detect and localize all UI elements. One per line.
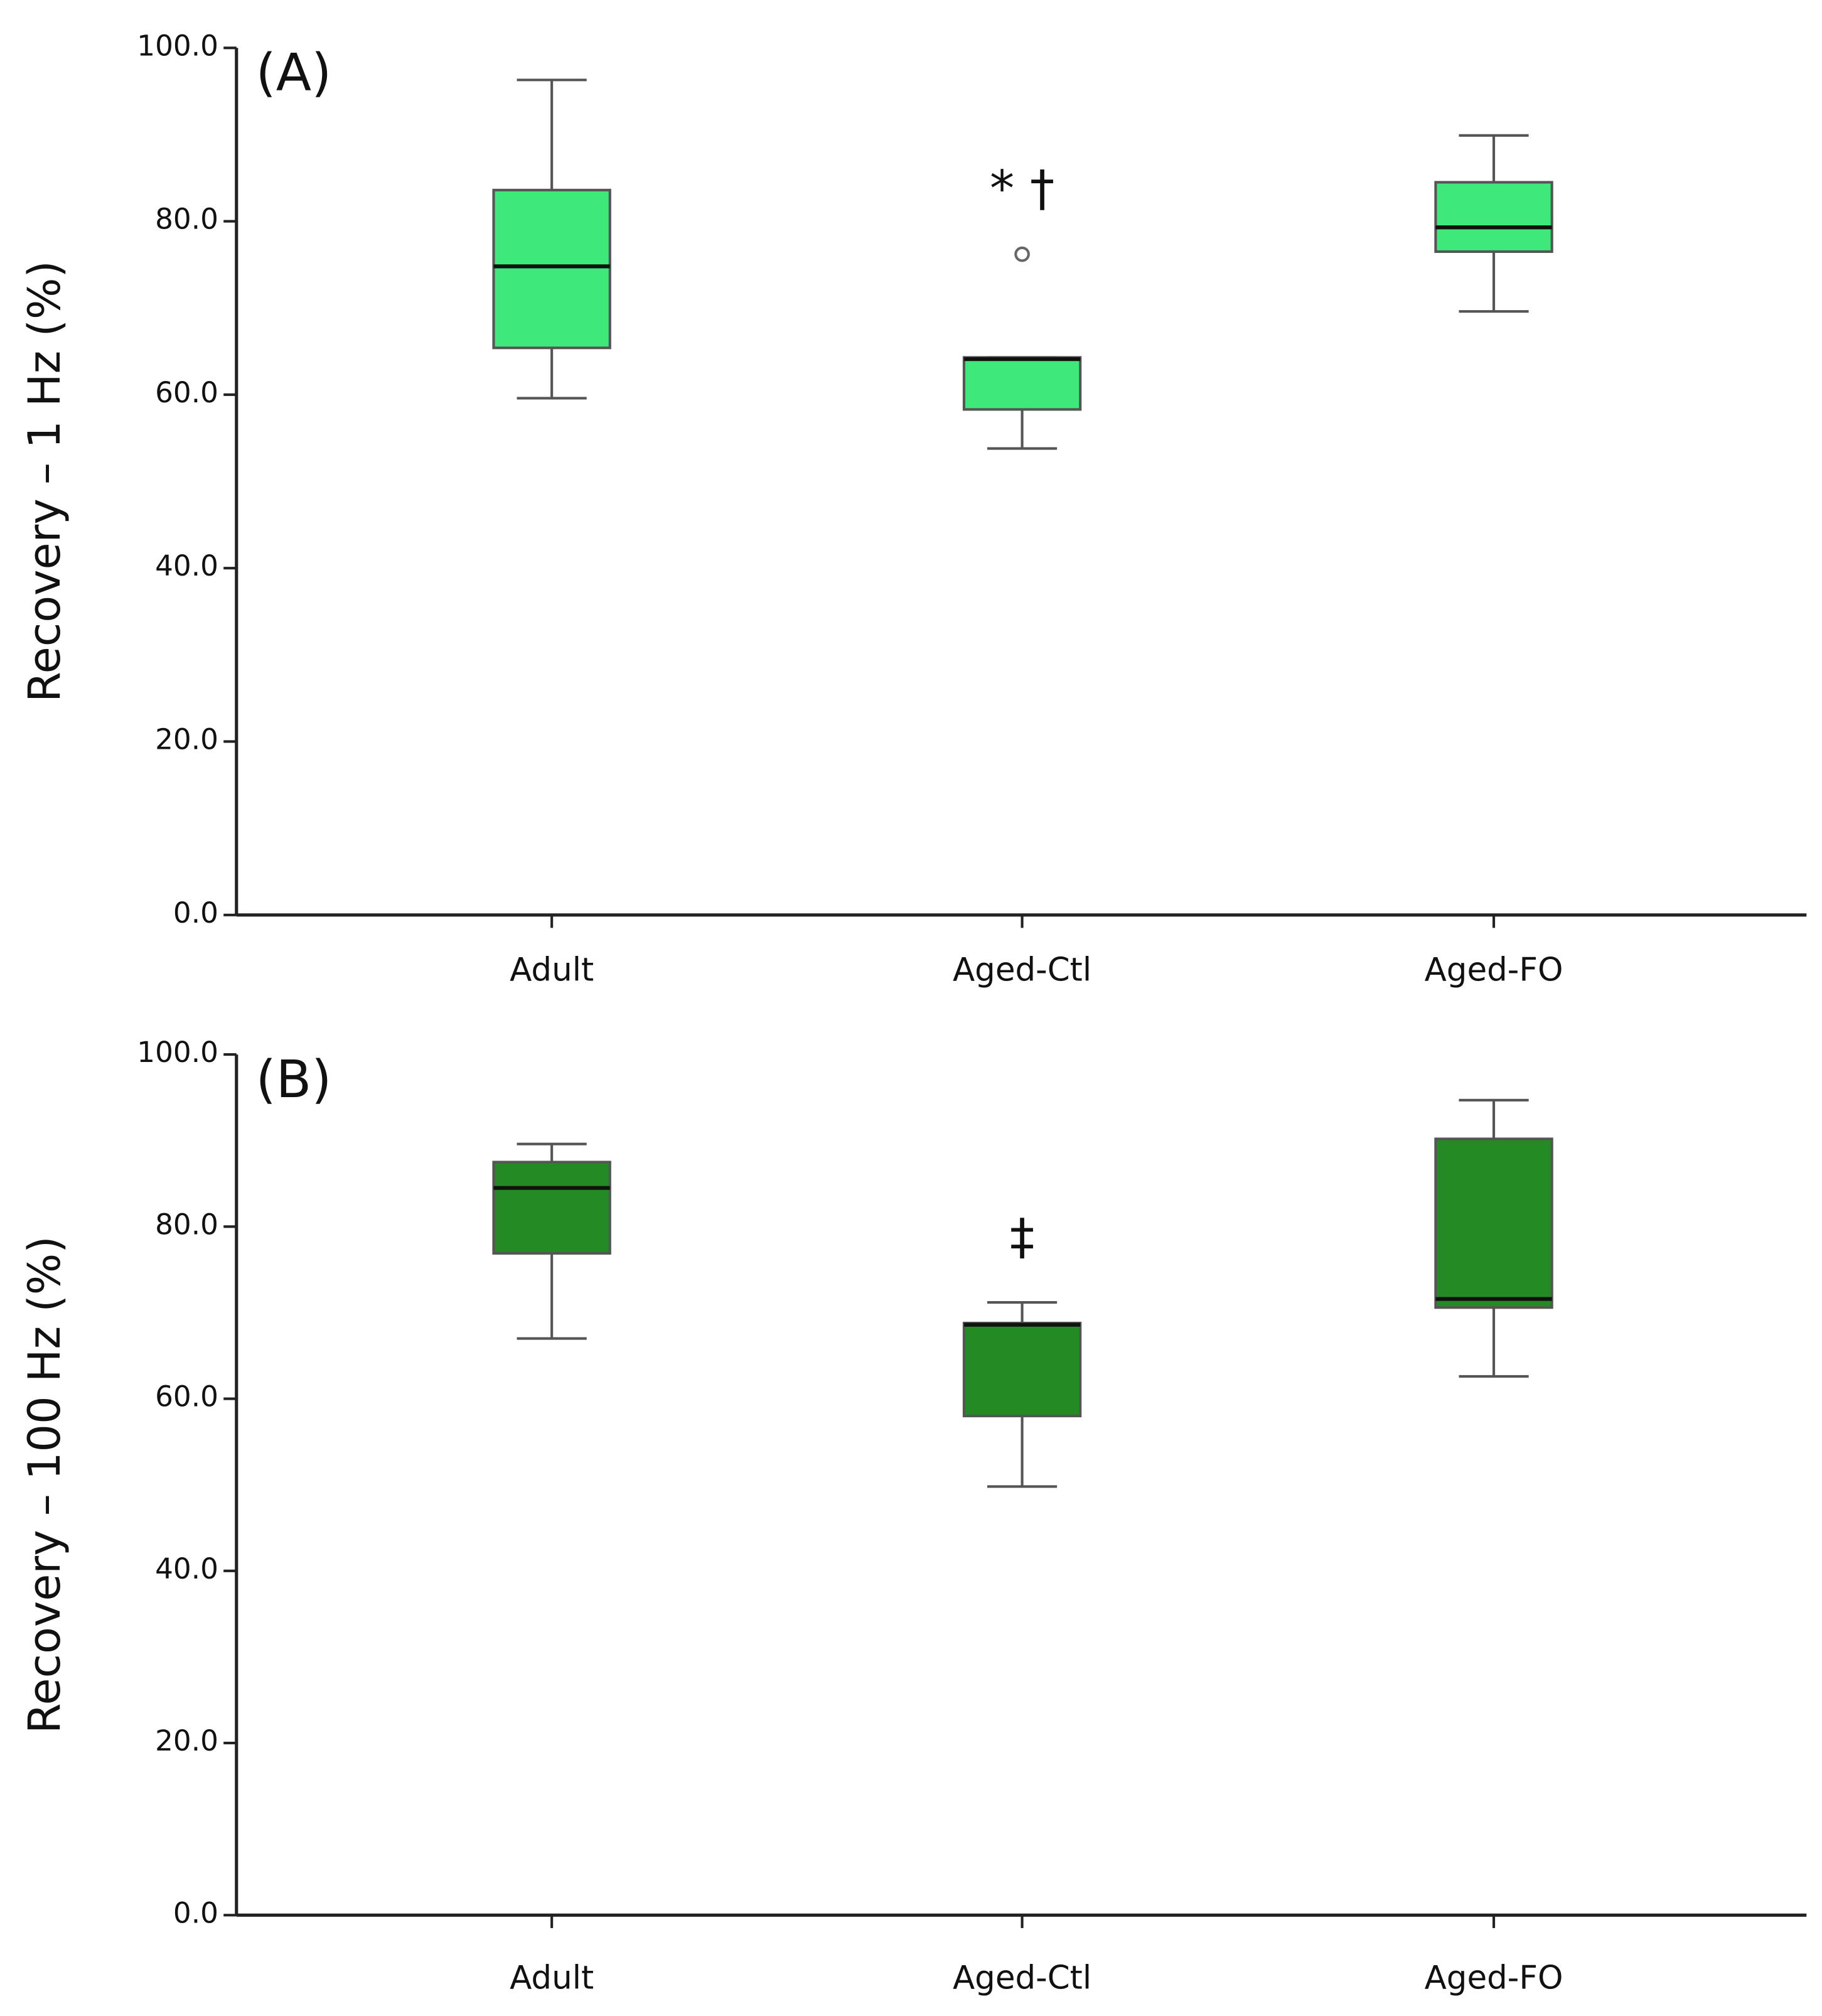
x-tick-label: Aged-Ctl	[953, 1959, 1091, 1997]
y-tick-label: 80.0	[155, 203, 218, 236]
panel-label: (A)	[256, 43, 332, 103]
y-tick-label: 100.0	[137, 29, 218, 62]
y-tick-label: 40.0	[155, 549, 218, 582]
x-tick-label: Adult	[510, 951, 594, 989]
annotation: * †	[990, 161, 1054, 218]
box	[492, 188, 611, 350]
box	[962, 1321, 1082, 1418]
outlier	[1014, 246, 1030, 262]
box	[492, 1161, 611, 1255]
x-tick-label: Aged-Ctl	[953, 951, 1091, 989]
y-tick-label: 40.0	[155, 1552, 218, 1585]
x-tick-label: Aged-FO	[1425, 951, 1563, 989]
y-tick-label: 0.0	[173, 896, 218, 930]
y-tick-label: 0.0	[173, 1896, 218, 1929]
box	[962, 356, 1082, 411]
y-tick-label: 20.0	[155, 722, 218, 756]
annotation: ‡	[1010, 1209, 1034, 1266]
y-tick-label: 100.0	[137, 1036, 218, 1069]
y-tick-label: 80.0	[155, 1208, 218, 1241]
box	[1434, 1137, 1553, 1309]
y-axis-label: Recovery – 1 Hz (%)	[19, 260, 70, 702]
y-tick-label: 60.0	[155, 376, 218, 409]
box	[1434, 181, 1553, 253]
y-axis-label: Recovery – 100 Hz (%)	[19, 1236, 70, 1734]
panel-label: (B)	[256, 1050, 332, 1110]
y-tick-label: 60.0	[155, 1380, 218, 1413]
y-tick-label: 20.0	[155, 1724, 218, 1757]
x-tick-label: Aged-FO	[1425, 1959, 1563, 1997]
x-tick-label: Adult	[510, 1959, 594, 1997]
